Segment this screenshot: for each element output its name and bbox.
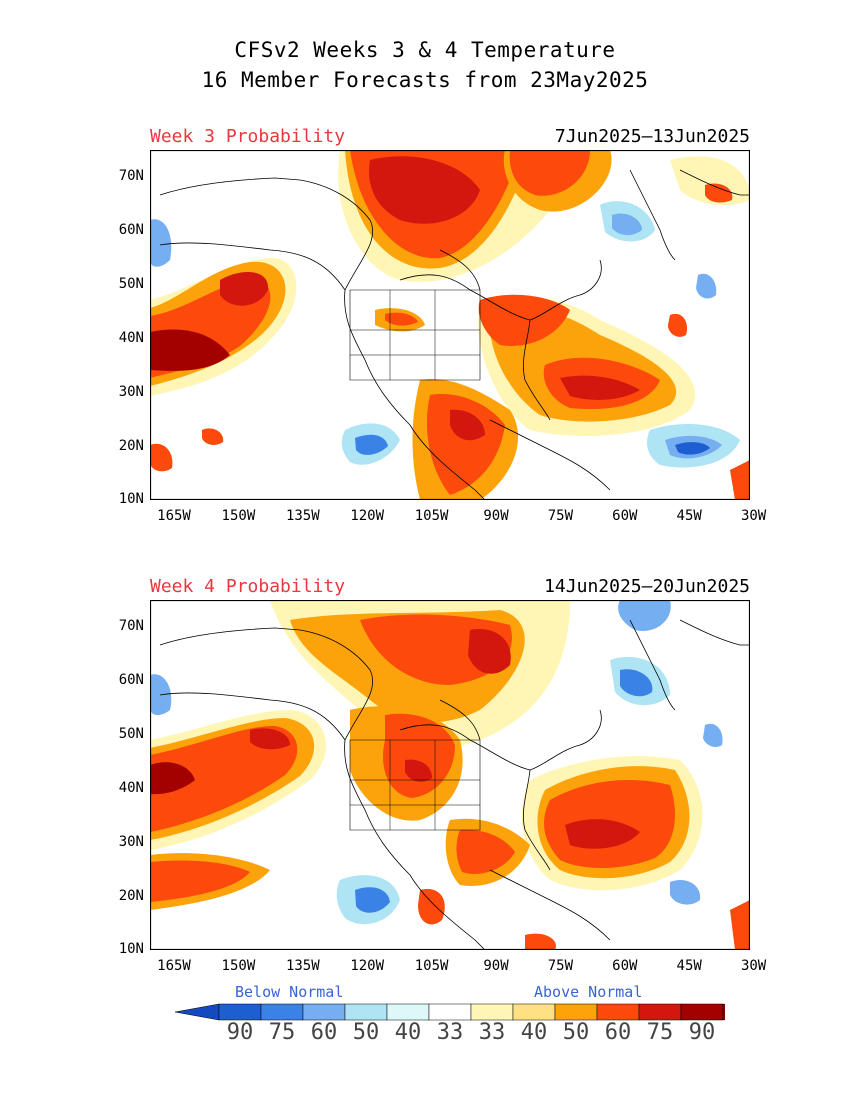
week3-lon-tick-60W: 60W	[612, 508, 638, 524]
week4-probability-label: Week 4 Probability	[150, 576, 346, 597]
week3-lat-tick-20N: 20N	[118, 438, 144, 454]
legend-swatch-1	[260, 1003, 304, 1021]
week4-lat-tick-30N: 30N	[118, 834, 144, 850]
week3-probability-map	[150, 150, 750, 500]
week3-coastlines	[159, 169, 750, 500]
week3-lon-tick-45W: 45W	[676, 508, 702, 524]
legend-number-11: 90	[688, 1020, 716, 1045]
week4-lat-tick-70N: 70N	[118, 618, 144, 634]
legend-number-8: 50	[562, 1020, 590, 1045]
week4-lat-tick-40N: 40N	[118, 780, 144, 796]
legend-number-4: 40	[394, 1020, 422, 1045]
week4-date-range: 14Jun2025—20Jun2025	[544, 576, 750, 597]
week3-lon-tick-150W: 150W	[221, 508, 256, 524]
week4-lon-tick-30W: 30W	[740, 958, 767, 974]
legend-arrow-left	[175, 1003, 220, 1021]
week3-lat-tick-40N: 40N	[118, 330, 144, 346]
week4-lat-tick-60N: 60N	[118, 672, 144, 688]
week4-shading	[150, 600, 750, 950]
week4-lon-tick-165W: 165W	[157, 958, 191, 974]
week4-coastlines	[159, 619, 750, 950]
legend-swatch-4	[386, 1003, 430, 1021]
legend-swatch-5	[428, 1003, 472, 1021]
week3-lat-tick-10N: 10N	[118, 491, 144, 507]
legend-number-3: 50	[352, 1020, 380, 1045]
week3-lat-tick-50N: 50N	[118, 276, 144, 292]
legend-number-1: 75	[268, 1020, 296, 1045]
week3-shading	[150, 150, 750, 500]
week4-lon-tick-120W: 120W	[350, 958, 385, 974]
week3-lat-tick-70N: 70N	[118, 168, 144, 184]
week3-lon-tick-105W: 105W	[414, 508, 449, 524]
legend-number-2: 60	[310, 1020, 338, 1045]
week3-lon-tick-90W: 90W	[483, 508, 509, 524]
legend-swatch-10	[638, 1003, 682, 1021]
week3-lon-tick-30W: 30W	[740, 508, 767, 524]
week4-lon-tick-90W: 90W	[483, 958, 509, 974]
week4-lon-tick-45W: 45W	[676, 958, 702, 974]
legend-number-6: 33	[478, 1020, 506, 1045]
above-normal-label: Above Normal	[534, 983, 643, 1001]
week4-probability-map	[150, 600, 750, 950]
week3-lon-tick-165W: 165W	[157, 508, 191, 524]
week3-date-range: 7Jun2025—13Jun2025	[554, 126, 750, 147]
color-legend-bar	[175, 1003, 725, 1021]
week4-lat-tick-10N: 10N	[118, 941, 144, 957]
legend-swatch-8	[554, 1003, 598, 1021]
legend-number-7: 40	[520, 1020, 548, 1045]
week3-probability-label: Week 3 Probability	[150, 126, 346, 147]
legend-swatch-3	[344, 1003, 388, 1021]
legend-swatch-9	[596, 1003, 640, 1021]
week4-lon-tick-105W: 105W	[414, 958, 449, 974]
legend-number-5: 33	[436, 1020, 464, 1045]
legend-arrow-right	[722, 1003, 725, 1021]
week3-lon-tick-75W: 75W	[547, 508, 574, 524]
below-normal-label: Below Normal	[235, 983, 344, 1001]
week3-lat-tick-30N: 30N	[118, 384, 144, 400]
week4-lon-tick-60W: 60W	[612, 958, 638, 974]
week4-lon-tick-75W: 75W	[547, 958, 574, 974]
week4-lon-tick-150W: 150W	[221, 958, 256, 974]
legend-swatch-2	[302, 1003, 346, 1021]
legend-swatch-11	[680, 1003, 724, 1021]
week3-lat-tick-60N: 60N	[118, 222, 144, 238]
legend-number-10: 75	[646, 1020, 674, 1045]
legend-swatch-6	[470, 1003, 514, 1021]
week4-lat-tick-50N: 50N	[118, 726, 144, 742]
week4-lat-tick-20N: 20N	[118, 888, 144, 904]
legend-number-0: 90	[226, 1020, 254, 1045]
week3-lon-tick-120W: 120W	[350, 508, 385, 524]
week3-lon-tick-135W: 135W	[285, 508, 320, 524]
week4-lon-tick-135W: 135W	[285, 958, 320, 974]
chart-title-line-2: 16 Member Forecasts from 23May2025	[201, 68, 649, 92]
chart-title-line-1: CFSv2 Weeks 3 & 4 Temperature	[234, 38, 616, 62]
legend-swatch-0	[218, 1003, 262, 1021]
legend-swatch-7	[512, 1003, 556, 1021]
legend-number-9: 60	[604, 1020, 632, 1045]
